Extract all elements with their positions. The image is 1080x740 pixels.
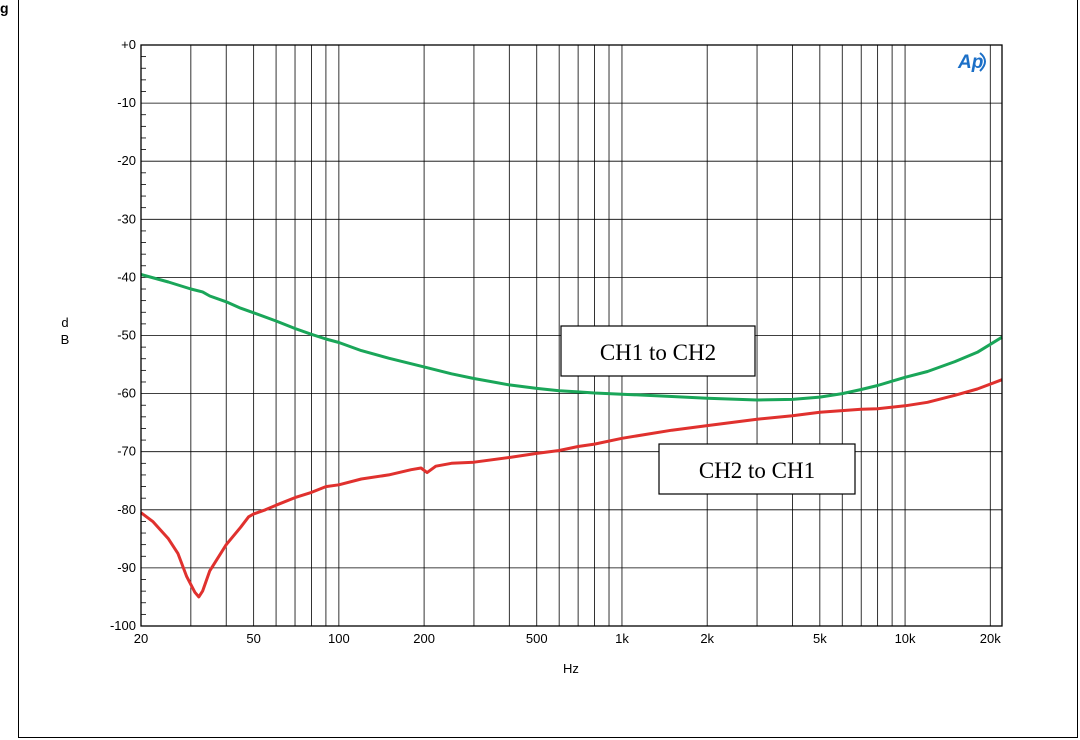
- callout-ch1-to-ch2-text: CH1 to CH2: [600, 340, 716, 365]
- ap-logo: Ap: [957, 52, 986, 73]
- x-tick-label: 10k: [895, 631, 916, 646]
- x-tick-label: 100: [328, 631, 350, 646]
- x-tick-label: 20: [134, 631, 148, 646]
- plot-border: [140, 44, 1003, 627]
- figure-frame: [18, 0, 1078, 738]
- y-tick-label: -20: [117, 153, 136, 168]
- series-layer: [140, 273, 1003, 599]
- x-tick-label: 5k: [813, 631, 827, 646]
- y-tick-label: -80: [117, 502, 136, 517]
- y-tick-label: -70: [117, 444, 136, 459]
- y-axis-label-line-2: B: [61, 332, 70, 347]
- x-tick-label: 1k: [615, 631, 629, 646]
- y-tick-label: -10: [117, 95, 136, 110]
- callout-ch2-to-ch1-text: CH2 to CH1: [699, 458, 815, 483]
- y-axis-label-line-1: d: [61, 315, 68, 330]
- series-line-ch2-to-ch1: [140, 378, 1003, 599]
- y-tick-label: -60: [117, 386, 136, 401]
- x-tick-label: 200: [413, 631, 435, 646]
- x-tick-label: 20k: [980, 631, 1001, 646]
- x-tick-label: 2k: [700, 631, 714, 646]
- y-tick-label: -50: [117, 328, 136, 343]
- series-line-ch1-to-ch2: [140, 273, 1003, 402]
- y-tick-label: -40: [117, 269, 136, 284]
- y-tick-label: -90: [117, 560, 136, 575]
- y-tick-label: -30: [117, 211, 136, 226]
- x-axis-label: Hz: [563, 661, 579, 676]
- y-tick-label: -100: [110, 618, 136, 633]
- x-tick-label: 500: [526, 631, 548, 646]
- y-tick-label: +0: [121, 37, 136, 52]
- grid: [140, 44, 1002, 627]
- figure-label: g: [0, 0, 9, 16]
- ap-logo-arc: [979, 52, 986, 72]
- callout-ch1-to-ch2: CH1 to CH2: [560, 325, 756, 377]
- callout-ch2-to-ch1: CH2 to CH1: [658, 443, 856, 495]
- x-tick-label: 50: [246, 631, 260, 646]
- ap-logo-text: Ap: [957, 52, 983, 73]
